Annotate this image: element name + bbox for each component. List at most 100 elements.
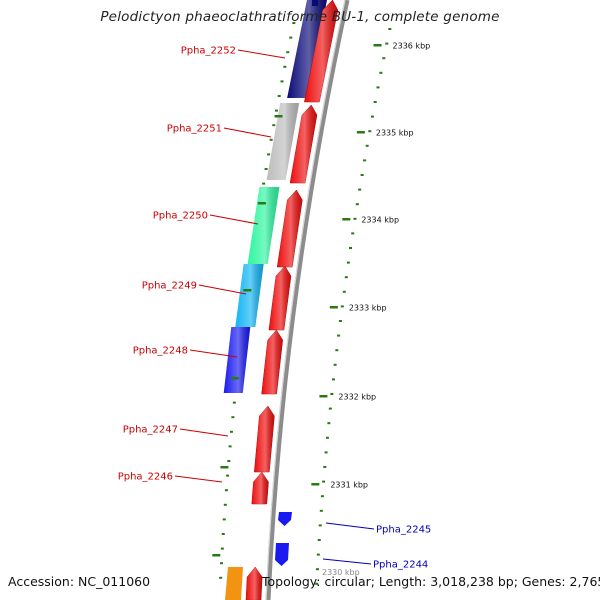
ruler-tick-label: 2333 kbp (349, 304, 387, 313)
minor-tick (286, 51, 290, 54)
ruler-tick-label: 2331 kbp (330, 481, 368, 490)
minor-tick (351, 232, 355, 235)
minor-tick (325, 436, 329, 439)
minor-tick (219, 562, 223, 565)
cds-arrow-shading (290, 105, 317, 183)
cds-arrow-shading (254, 406, 275, 472)
cds-arrow-shading (277, 190, 303, 267)
minor-tick (328, 407, 332, 410)
major-tick (243, 289, 252, 292)
minor-tick (229, 430, 233, 433)
gene-label-ppha_2251[interactable]: Ppha_2251 (167, 124, 222, 135)
gene-label-ppha_2249[interactable]: Ppha_2249 (142, 281, 197, 292)
cds-arrow-shading (251, 472, 269, 504)
minor-tick (283, 65, 287, 68)
forward-gene-arrow-ppha_2244[interactable] (275, 543, 289, 566)
minor-tick (388, 28, 392, 30)
minor-tick (370, 115, 374, 118)
minor-tick (292, 22, 296, 24)
minor-tick (335, 349, 339, 352)
minor-tick (338, 320, 342, 322)
ruler-labels: 2336 kbp 2335 kbp 2334 kbp 2333 kbp 2332 kbp… (212, 42, 430, 577)
forward-strand-genes (275, 512, 292, 566)
minor-tick (355, 203, 359, 206)
ruler-tick-label: 2334 kbp (361, 216, 399, 225)
gene-labels: Ppha_2252 Ppha_2251 Ppha_2250 Ppha_2249 Ppha… (118, 46, 432, 571)
minor-tick (318, 524, 322, 527)
cog-block-shading (266, 103, 300, 180)
gene-label-ppha_2245[interactable]: Ppha_2245 (376, 525, 431, 536)
gene-label-ppha_2244[interactable]: Ppha_2244 (373, 560, 428, 571)
cog-track (223, 0, 327, 600)
major-tick (230, 377, 239, 380)
leader-line (174, 475, 223, 483)
cog-block-orange[interactable] (225, 567, 243, 600)
minor-tick (368, 130, 372, 133)
minor-tick (337, 334, 341, 337)
minor-tick (316, 553, 320, 556)
minor-tick (315, 582, 319, 585)
cds-arrow-shading (246, 567, 263, 600)
minor-tick (330, 393, 334, 395)
minor-tick (320, 495, 324, 498)
gene-label-ppha_2246[interactable]: Ppha_2246 (118, 472, 173, 483)
minor-tick (269, 138, 273, 141)
gene-label-ppha_2247[interactable]: Ppha_2247 (123, 425, 178, 436)
minor-tick (222, 518, 226, 521)
minor-tick (264, 168, 268, 170)
minor-tick (221, 533, 225, 535)
cog-block-top-sliver (312, 0, 318, 6)
minor-tick (277, 95, 281, 97)
minor-tick (373, 101, 377, 103)
leader-line (209, 214, 259, 225)
major-tick (311, 483, 320, 486)
minor-tick (333, 363, 337, 366)
minor-tick (227, 460, 231, 462)
minor-tick (342, 290, 346, 293)
minor-tick (220, 547, 224, 550)
cds-arrow-shading (261, 330, 283, 394)
minor-tick (327, 422, 331, 425)
minor-tick (340, 305, 344, 308)
minor-tick (385, 42, 389, 45)
leader-line (322, 558, 372, 565)
minor-tick (331, 378, 335, 381)
minor-tick (267, 153, 271, 156)
minor-tick (224, 489, 228, 492)
leader-line (179, 428, 229, 437)
major-tick (342, 218, 351, 221)
genome-backbone (265, 0, 350, 600)
cds-track (245, 0, 339, 600)
map-title: Pelodictyon phaeoclathratiforme BU-1, co… (100, 9, 500, 25)
minor-tick (344, 276, 348, 279)
leader-line (237, 49, 286, 59)
leader-line (189, 349, 238, 358)
gene-label-ppha_2250[interactable]: Ppha_2250 (153, 211, 208, 222)
major-tick (220, 466, 229, 469)
leader-line (325, 522, 375, 530)
major-tick (319, 395, 328, 398)
ruler-tick-label: 2332 kbp (338, 393, 376, 402)
major-tick (257, 202, 266, 205)
ruler-tick-label: 2335 kbp (376, 129, 414, 138)
minor-tick (219, 576, 223, 579)
cog-block-shading (223, 327, 251, 393)
major-tick (329, 306, 338, 309)
minor-tick (262, 182, 266, 185)
accession-text: Accession: NC_011060 (8, 574, 151, 589)
forward-gene-arrow-ppha_2245[interactable] (278, 512, 292, 526)
minor-tick (274, 109, 278, 112)
gene-label-ppha_2248[interactable]: Ppha_2248 (133, 346, 188, 357)
leader-line (198, 284, 247, 295)
minor-tick (315, 568, 319, 571)
gene-label-ppha_2252[interactable]: Ppha_2252 (181, 46, 236, 57)
minor-tick (363, 159, 367, 162)
minor-tick (323, 466, 327, 468)
cog-block-shading (235, 264, 264, 327)
minor-tick (358, 188, 362, 191)
minor-tick (324, 451, 328, 454)
major-tick (356, 131, 365, 134)
minor-tick (382, 57, 386, 60)
ruler-tick-label-partial: 2330 kbp (322, 568, 360, 577)
